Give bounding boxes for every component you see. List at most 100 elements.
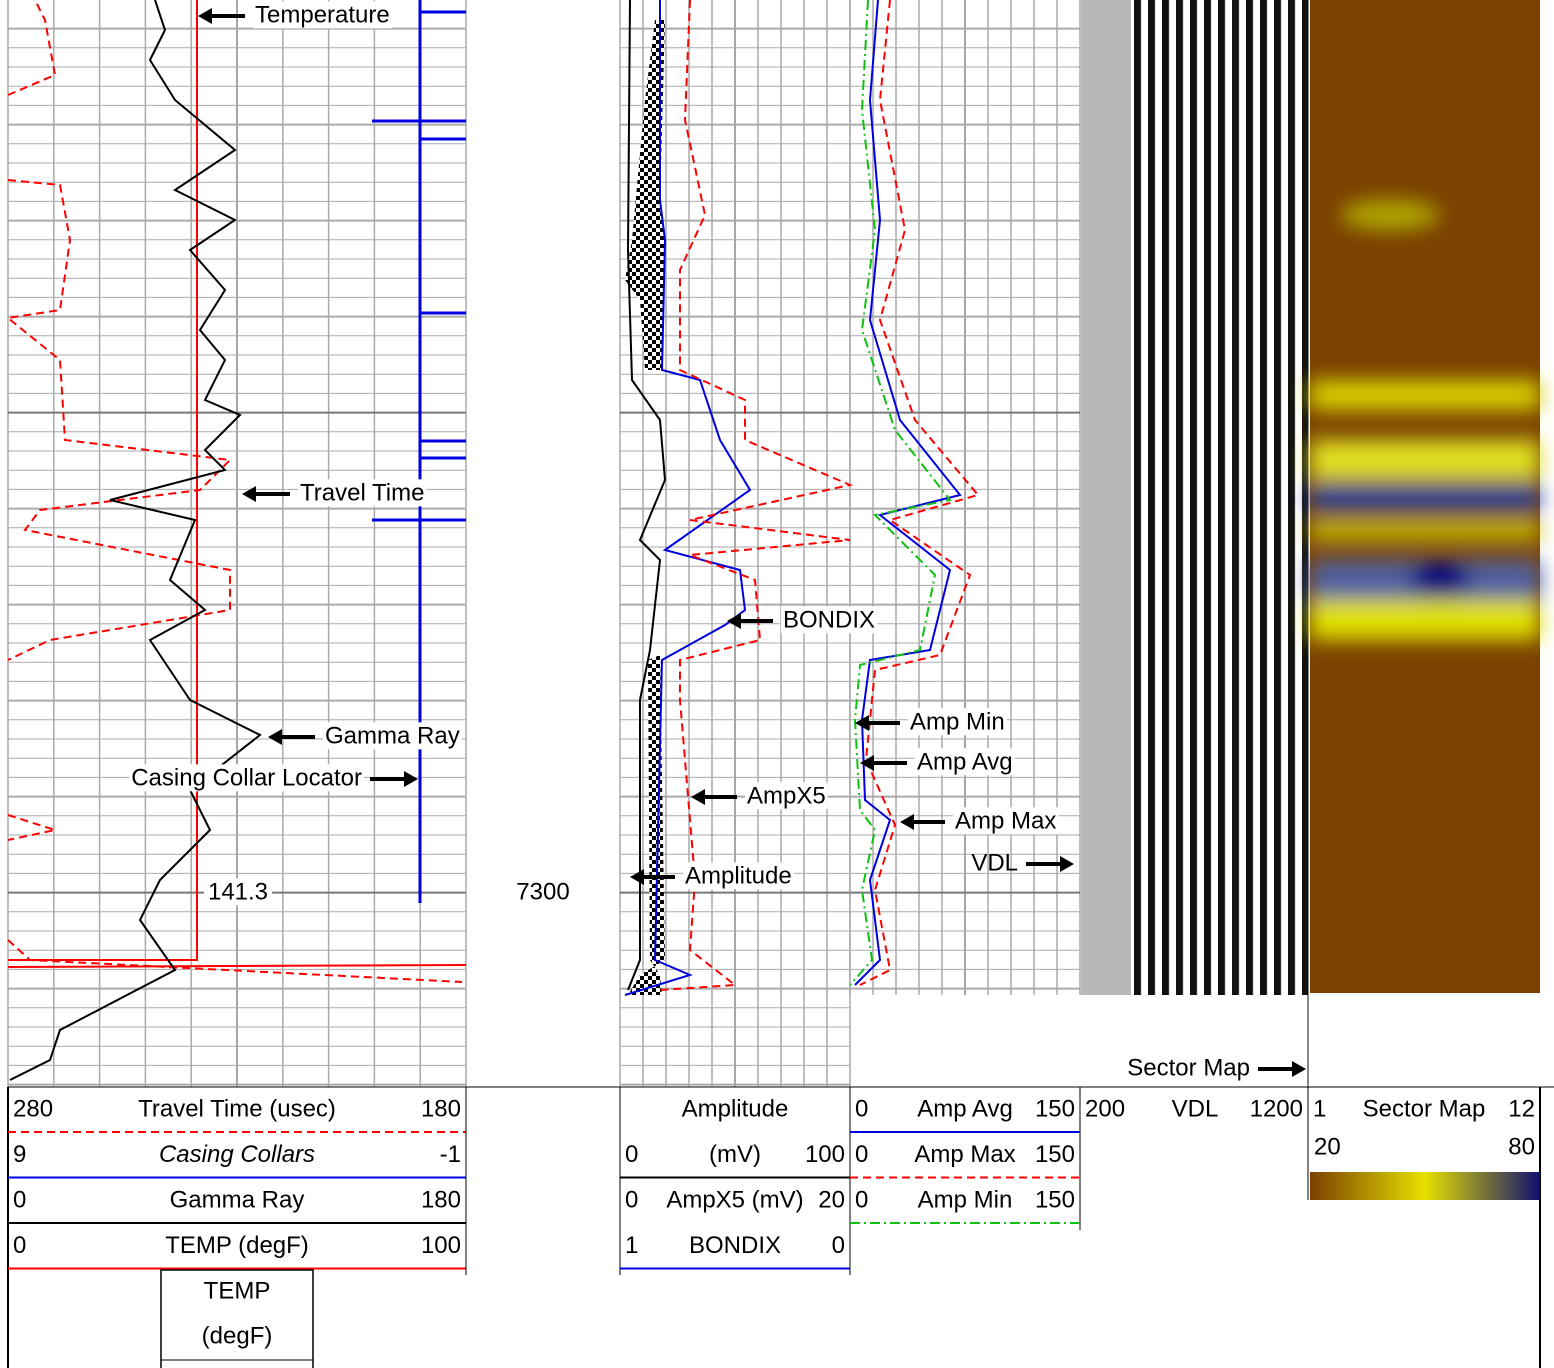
arrow-head <box>860 755 874 771</box>
travel-time-curve <box>7 0 57 96</box>
label: 280 <box>13 1095 53 1122</box>
label: Amp Avg <box>917 748 1013 775</box>
label: 0 <box>625 1186 638 1213</box>
label: 0 <box>855 1095 868 1122</box>
label: VDL <box>971 849 1018 876</box>
label: Travel Time <box>300 479 424 506</box>
label: 0 <box>832 1232 845 1259</box>
label-bg <box>683 862 794 890</box>
label: Temperature <box>255 1 390 28</box>
label: Amp Min <box>910 708 1005 735</box>
label-bg <box>915 748 1015 776</box>
label: 180 <box>421 1186 461 1213</box>
label: 1200 <box>1250 1095 1303 1122</box>
label: 150 <box>1035 1141 1075 1168</box>
label: Amplitude <box>682 1095 789 1122</box>
label-bg <box>253 1 392 29</box>
amp-min-curve <box>849 0 952 986</box>
label: BONDIX <box>689 1232 781 1259</box>
label: (degF) <box>202 1322 273 1349</box>
label: 0 <box>855 1186 868 1213</box>
vdl-image <box>1131 0 1308 995</box>
label: Gamma Ray <box>170 1186 305 1213</box>
amplitude-curve <box>626 0 667 991</box>
label: Amp Max <box>914 1141 1015 1168</box>
sector-map-image <box>1310 0 1540 993</box>
label: 150 <box>1035 1095 1075 1122</box>
arrow-head <box>691 789 705 805</box>
travel-time-curve <box>5 179 233 661</box>
temp-box <box>160 1269 314 1368</box>
label: 150 <box>1035 1186 1075 1213</box>
amp-avg-curve <box>854 0 962 986</box>
label: Amp Max <box>955 807 1056 834</box>
arrow-head <box>242 486 256 502</box>
label-bg <box>323 722 462 750</box>
label-bg <box>203 878 273 906</box>
label: 1 <box>625 1232 638 1259</box>
label: 0 <box>625 1141 638 1168</box>
label: (mV) <box>709 1141 761 1168</box>
label: 0 <box>13 1232 26 1259</box>
ccl-curve <box>372 0 466 903</box>
label: 7300 <box>516 878 569 905</box>
label: Sector Map <box>1127 1054 1250 1081</box>
arrow-head <box>1292 1061 1306 1077</box>
temperature-curve <box>8 0 198 961</box>
label-bg <box>908 708 1007 736</box>
label: 0 <box>855 1141 868 1168</box>
label: 20 <box>1314 1133 1341 1160</box>
bondix-curve <box>624 0 752 996</box>
label-bg <box>129 764 365 792</box>
label: TEMP <box>204 1277 271 1304</box>
label-bg <box>298 479 427 507</box>
label: 141.3 <box>208 878 268 905</box>
label-bg <box>953 807 1059 835</box>
label: Sector Map <box>1363 1095 1486 1122</box>
arrow-head <box>855 715 869 731</box>
label: Amplitude <box>685 862 792 889</box>
label: 1 <box>1313 1095 1326 1122</box>
label-bg <box>745 782 828 810</box>
label: -1 <box>440 1141 461 1168</box>
label: 200 <box>1085 1095 1125 1122</box>
label: BONDIX <box>783 606 875 633</box>
label: 180 <box>421 1095 461 1122</box>
arrow-head <box>198 8 212 24</box>
vdl-gray <box>1081 0 1131 995</box>
travel-time-curve <box>7 814 59 841</box>
annotations: Temperature Travel Time Gamma Ray BONDIX Amp… <box>129 1 1306 1081</box>
label: AmpX5 <box>747 782 826 809</box>
label: TEMP (degF) <box>165 1232 309 1259</box>
label: VDL <box>1172 1095 1219 1122</box>
label: 20 <box>818 1186 845 1213</box>
label: Amp Min <box>918 1186 1013 1213</box>
label: Casing Collar Locator <box>131 764 362 791</box>
arrow-head <box>727 613 741 629</box>
arrow-head <box>1060 856 1074 872</box>
gamma-ray-curve <box>9 0 262 1081</box>
bond-fill <box>628 655 665 995</box>
arrow-head <box>268 729 282 745</box>
bond-fill <box>625 20 665 370</box>
label: Casing Collars <box>159 1141 315 1168</box>
label: Travel Time (usec) <box>138 1095 336 1122</box>
arrow-head <box>404 771 418 787</box>
arrow-head <box>900 814 914 830</box>
label: Gamma Ray <box>325 722 460 749</box>
amp-max-curve <box>859 0 980 986</box>
label: 100 <box>421 1232 461 1259</box>
sector-color-bar <box>1310 1172 1540 1200</box>
label: 100 <box>805 1141 845 1168</box>
temperature-curve <box>7 964 467 968</box>
label: Amp Avg <box>917 1095 1013 1122</box>
label: AmpX5 (mV) <box>666 1186 803 1213</box>
label: 12 <box>1508 1095 1535 1122</box>
label: 9 <box>13 1141 26 1168</box>
label-bg <box>781 606 878 634</box>
label: 80 <box>1508 1133 1535 1160</box>
label: 0 <box>13 1186 26 1213</box>
arrow-head <box>630 869 644 885</box>
